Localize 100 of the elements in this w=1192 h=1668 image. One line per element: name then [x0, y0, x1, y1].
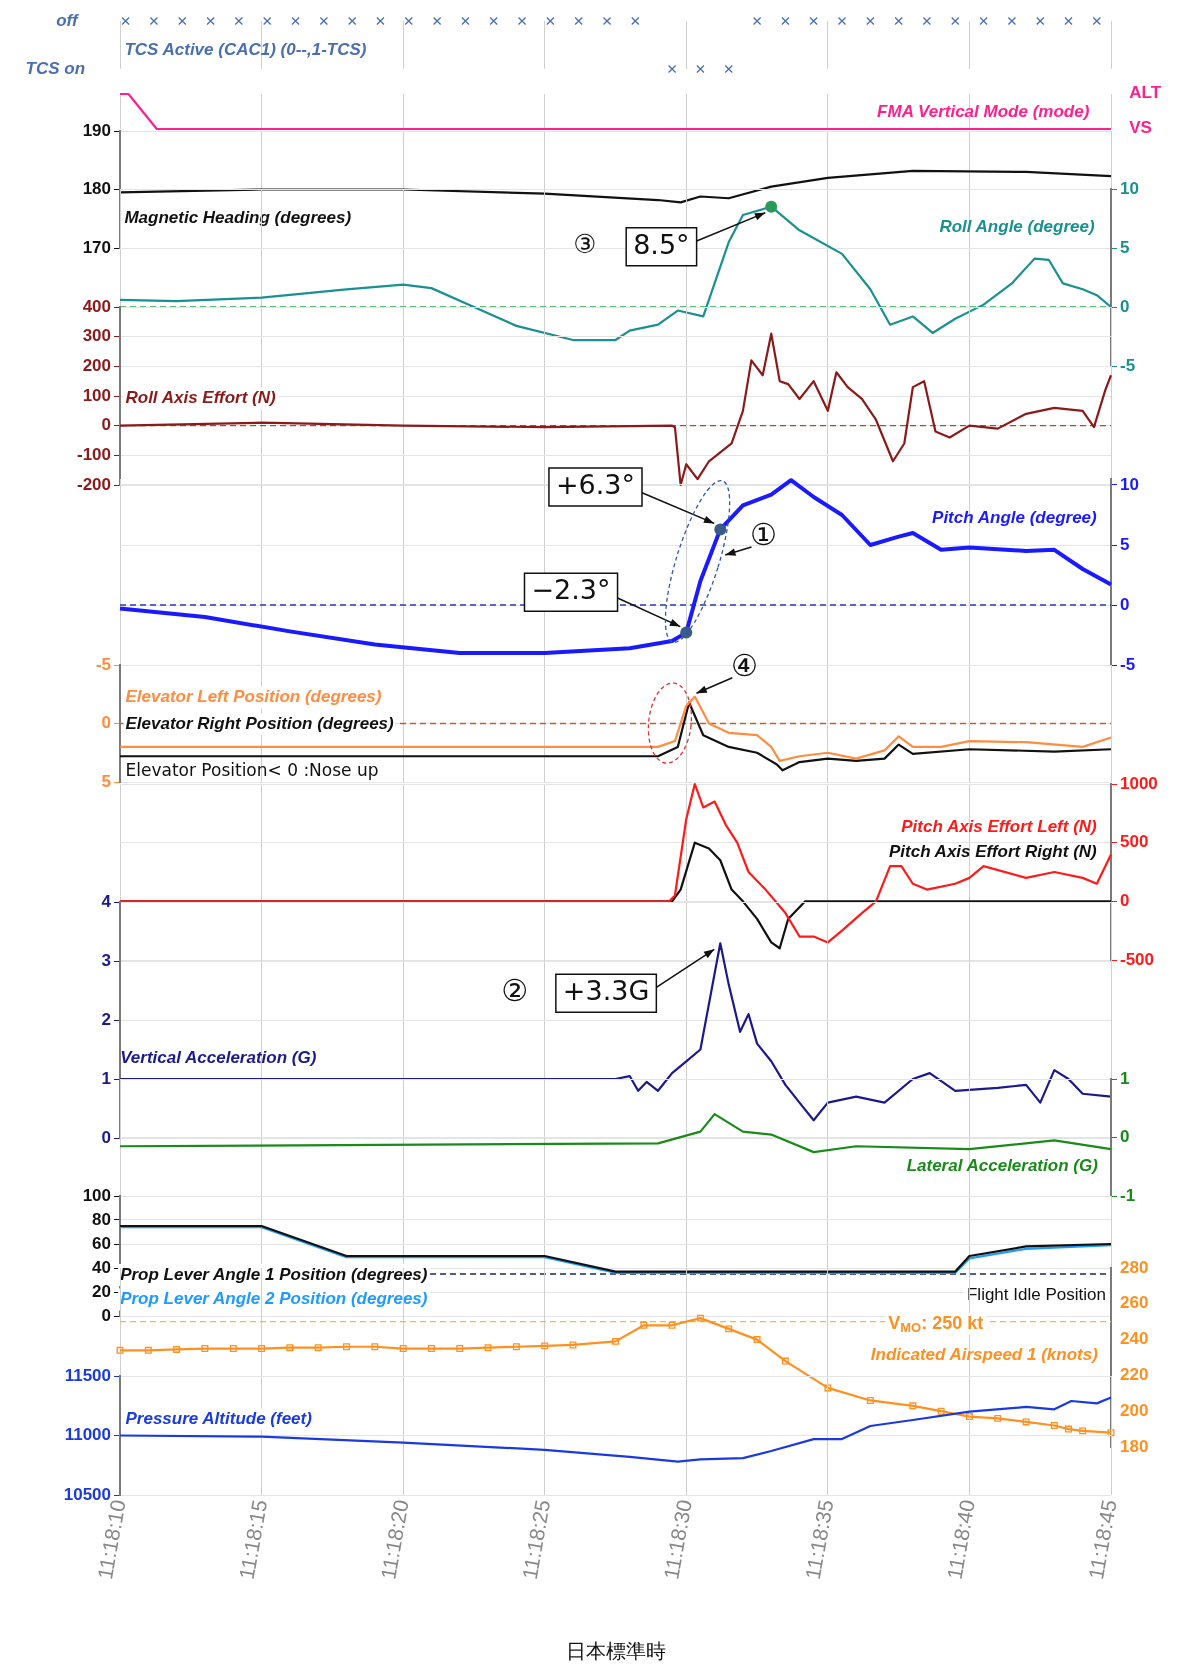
point — [201, 1345, 209, 1353]
y-tick-label: 4 — [101, 891, 112, 911]
point — [484, 1344, 492, 1352]
y-tick-label: 11000 — [64, 1425, 111, 1445]
annotation: +3.3G — [562, 975, 650, 1007]
y-tick-label: -5 — [1120, 654, 1136, 674]
y2-tick-label: 260 — [1120, 1293, 1149, 1313]
point — [725, 1325, 733, 1333]
y-tick-label: 11500 — [64, 1365, 111, 1385]
y-tick-label: 100 — [82, 385, 111, 405]
point — [1079, 1427, 1087, 1435]
point — [994, 1414, 1002, 1422]
point — [286, 1344, 294, 1352]
point — [569, 1341, 577, 1349]
series-label: Pitch Axis Effort Left (N) — [901, 816, 1098, 836]
y-tick-label: 5 — [1120, 237, 1130, 257]
point — [612, 1337, 619, 1345]
point — [399, 1345, 407, 1353]
text: Elevator Left Position (degrees) — [125, 687, 382, 707]
point — [753, 1336, 761, 1344]
y2-tick-label: -1 — [1120, 1185, 1136, 1205]
point — [343, 1343, 350, 1351]
y-tick-label: 0 — [101, 1305, 111, 1325]
x-tick-label: 11:18:30 — [659, 1497, 696, 1581]
point — [824, 1384, 832, 1392]
series-label: FMA Vertical Mode (mode) — [877, 102, 1090, 122]
y2-tick-label: 220 — [1120, 1365, 1149, 1385]
y-tick-label: 20 — [92, 1281, 111, 1301]
series-label: Pressure Altitude (feet) — [125, 1409, 313, 1429]
y-tick-label: 170 — [82, 237, 111, 257]
y-tick-label: 60 — [92, 1233, 111, 1253]
y-tick-label: 100 — [82, 1185, 111, 1205]
y-tick-label: 5 — [1120, 534, 1130, 554]
y2-tick-label: 500 — [1120, 832, 1149, 852]
y-tick-label: 40 — [92, 1257, 111, 1277]
point — [427, 1345, 435, 1353]
point — [965, 1413, 973, 1421]
x-tick-label: 11:18:25 — [517, 1497, 555, 1581]
series-label: Roll Axis Effort (N) — [125, 388, 276, 408]
point — [1022, 1418, 1030, 1426]
x-tick-label: 11:18:15 — [234, 1497, 272, 1581]
y-tick-label: 80 — [92, 1209, 111, 1229]
series-label: Vertical Acceleration (G) — [120, 1047, 317, 1067]
series-label: Pitch Angle (degree) — [932, 507, 1098, 527]
series-label: Indicated Airspeed 1 (knots) — [870, 1345, 1099, 1365]
point — [781, 1357, 789, 1365]
y-tick-label: 200 — [82, 356, 111, 376]
y2-tick-label: 240 — [1120, 1329, 1149, 1349]
series-label: Prop Lever Angle 2 Position (degrees) — [120, 1289, 428, 1309]
text: TCS on — [25, 58, 86, 78]
series-label: Lateral Acceleration (G) — [906, 1156, 1099, 1176]
point — [909, 1402, 917, 1410]
y-tick-label: 180 — [82, 179, 111, 199]
y-tick-label: 0 — [101, 713, 111, 733]
y-tick-label: 400 — [82, 296, 111, 316]
point — [512, 1343, 520, 1351]
y-tick-label: -5 — [95, 654, 111, 674]
y2-tick-label: -500 — [1120, 949, 1155, 969]
y-tick-label: 5 — [101, 771, 111, 791]
y-tick-label: 0 — [101, 1127, 111, 1147]
series-label: Prop Lever Angle 1 Position (degrees) — [120, 1264, 428, 1284]
text: ALT — [1129, 83, 1162, 103]
x-tick-label: 11:18:20 — [376, 1497, 413, 1581]
point — [1065, 1425, 1072, 1433]
point — [866, 1396, 874, 1404]
x-tick-label: 11:18:35 — [800, 1497, 838, 1581]
y-tick-label: 10500 — [63, 1484, 111, 1504]
annotation: ② — [501, 972, 529, 1008]
y-tick-label: 1 — [101, 1068, 111, 1088]
x-tick-label: 11:18:45 — [1084, 1497, 1121, 1581]
text: Pitch Axis Effort Right (N) — [888, 842, 1098, 862]
y-tick-label: -5 — [1120, 355, 1136, 375]
point — [640, 1321, 648, 1329]
annotation: ③ — [573, 229, 597, 260]
series-label: Elevator Right Position (degrees) — [125, 713, 395, 733]
y-tick-label: 0 — [1120, 594, 1130, 614]
point — [668, 1321, 676, 1329]
x-tick-label: 11:18:40 — [942, 1497, 980, 1581]
annotation: +6.3° — [555, 469, 635, 501]
y-tick-label: 0 — [1120, 296, 1130, 316]
point — [696, 1314, 704, 1322]
annotation: 8.5° — [633, 228, 690, 260]
x-axis-title: 日本標準時 — [565, 1639, 666, 1662]
annotation: −2.3° — [531, 574, 611, 606]
point — [258, 1345, 266, 1353]
point — [229, 1345, 237, 1353]
point — [937, 1407, 945, 1415]
y-tick-label: 2 — [101, 1009, 111, 1029]
annotation: ① — [750, 516, 777, 552]
series-label: Magnetic Heading (degrees) — [124, 207, 352, 227]
point — [173, 1345, 181, 1353]
annotation: Elevator Position< 0 :Nose up — [125, 760, 379, 781]
y-tick-label: 0 — [101, 415, 111, 435]
y-tick-label: 10 — [1120, 474, 1139, 494]
text: Roll Angle (degree) — [939, 217, 1095, 237]
point — [541, 1342, 549, 1350]
point — [314, 1344, 322, 1352]
y-tick-label: -100 — [76, 445, 111, 465]
point — [371, 1343, 379, 1351]
y-tick-label: 10 — [1120, 178, 1139, 198]
